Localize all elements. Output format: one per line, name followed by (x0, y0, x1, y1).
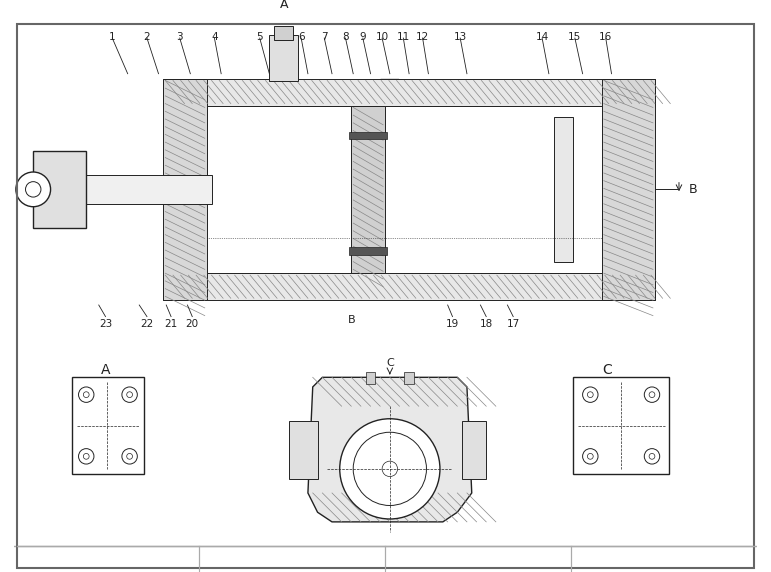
Circle shape (382, 461, 398, 476)
Text: 5: 5 (257, 32, 263, 42)
Circle shape (340, 419, 440, 519)
Circle shape (645, 448, 660, 464)
Text: A: A (101, 363, 110, 377)
Text: 17: 17 (507, 320, 520, 329)
Circle shape (583, 448, 598, 464)
Text: C: C (602, 363, 611, 377)
Bar (602, 78, 655, 300)
Text: OPEX: OPEX (322, 168, 457, 211)
Bar (573, 378, 669, 474)
Text: 19: 19 (446, 320, 459, 329)
Bar (349, 132, 387, 139)
Bar (349, 247, 387, 255)
Circle shape (645, 387, 660, 402)
Text: 12: 12 (416, 32, 429, 42)
Bar (163, 78, 655, 105)
Polygon shape (308, 378, 472, 522)
Bar (33, 175, 211, 204)
Circle shape (25, 182, 41, 197)
Circle shape (588, 392, 593, 398)
Circle shape (83, 392, 89, 398)
Text: 22: 22 (140, 320, 153, 329)
Text: 1: 1 (109, 32, 116, 42)
Text: C: C (386, 358, 394, 368)
Text: 2: 2 (143, 32, 150, 42)
Text: 7: 7 (321, 32, 328, 42)
Text: 14: 14 (536, 32, 549, 42)
Circle shape (583, 387, 598, 402)
Text: 11: 11 (397, 32, 410, 42)
Bar (462, 420, 487, 479)
Text: 16: 16 (599, 32, 612, 42)
Bar (207, 105, 602, 273)
Bar (352, 105, 385, 273)
Text: 13: 13 (453, 32, 466, 42)
Text: 10: 10 (375, 32, 389, 42)
Circle shape (649, 392, 655, 398)
Text: B: B (689, 183, 697, 196)
Circle shape (122, 387, 137, 402)
Text: 3: 3 (177, 32, 183, 42)
Bar (269, 35, 298, 81)
Text: 20: 20 (186, 320, 199, 329)
Bar (163, 78, 207, 300)
Text: 21: 21 (164, 320, 177, 329)
Text: 6: 6 (298, 32, 305, 42)
Bar (163, 273, 655, 300)
Bar (554, 117, 573, 261)
Text: A: A (280, 0, 288, 11)
Text: 4: 4 (211, 32, 217, 42)
Text: 15: 15 (568, 32, 581, 42)
Text: 18: 18 (480, 320, 493, 329)
Bar (288, 420, 318, 479)
Circle shape (353, 432, 426, 506)
Circle shape (126, 392, 133, 398)
Circle shape (16, 172, 51, 206)
Circle shape (79, 387, 94, 402)
Text: 23: 23 (99, 320, 112, 329)
Circle shape (83, 454, 89, 459)
Text: 8: 8 (342, 32, 348, 42)
Circle shape (126, 454, 133, 459)
Bar (404, 372, 414, 384)
Text: B: B (348, 315, 355, 325)
Circle shape (649, 454, 655, 459)
Text: 9: 9 (359, 32, 366, 42)
Bar (33, 151, 86, 228)
Bar (72, 378, 144, 474)
Circle shape (79, 448, 94, 464)
Bar (365, 372, 375, 384)
Circle shape (588, 454, 593, 459)
Circle shape (122, 448, 137, 464)
Bar (274, 26, 294, 40)
